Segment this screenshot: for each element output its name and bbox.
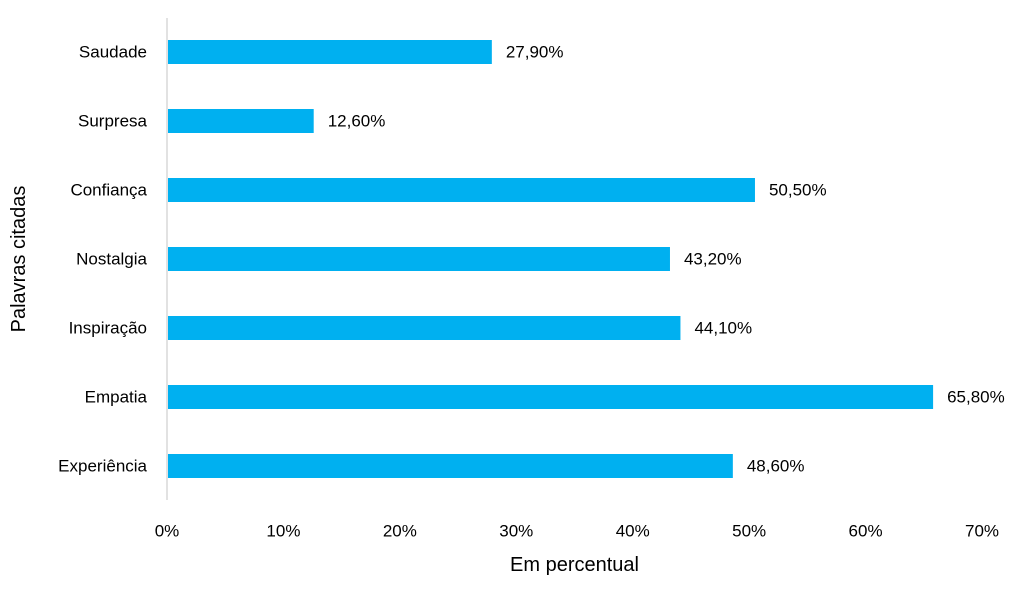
- y-axis-title: Palavras citadas: [8, 186, 30, 333]
- x-tick-label: 0%: [155, 522, 180, 541]
- data-label: 48,60%: [747, 457, 805, 476]
- category-label: Nostalgia: [76, 250, 147, 269]
- category-label: Empatia: [85, 388, 148, 407]
- category-label: Inspiração: [69, 319, 147, 338]
- bar: [168, 109, 314, 133]
- bar: [168, 178, 755, 202]
- x-tick-label: 20%: [383, 522, 417, 541]
- data-label: 44,10%: [694, 319, 752, 338]
- x-tick-label: 60%: [849, 522, 883, 541]
- x-tick-label: 70%: [965, 522, 999, 541]
- data-label: 50,50%: [769, 181, 827, 200]
- bar: [168, 454, 733, 478]
- category-labels-group: Saudade Surpresa Confiança Nostalgia Inspira…: [58, 43, 147, 476]
- data-label: 27,90%: [506, 43, 564, 62]
- bar: [168, 385, 934, 409]
- x-tick-label: 30%: [499, 522, 533, 541]
- bar: [168, 247, 670, 271]
- bar: [168, 40, 492, 64]
- category-label: Confiança: [70, 181, 147, 200]
- data-label: 12,60%: [328, 112, 386, 131]
- data-label: 43,20%: [684, 250, 742, 269]
- category-label: Saudade: [79, 43, 147, 62]
- x-axis-title: Em percentual: [510, 554, 639, 576]
- category-label: Surpresa: [78, 112, 148, 131]
- x-tick-label: 40%: [616, 522, 650, 541]
- x-tick-label: 10%: [266, 522, 300, 541]
- data-labels-group: 27,90% 12,60% 50,50% 43,20% 44,10% 65,80% 48,6…: [328, 43, 1005, 476]
- bars-group: [168, 40, 934, 478]
- x-tick-labels-group: 0% 10% 20% 30% 40% 50% 60% 70%: [155, 522, 999, 541]
- x-tick-label: 50%: [732, 522, 766, 541]
- bar: [168, 316, 681, 340]
- data-label: 65,80%: [947, 388, 1005, 407]
- category-label: Experiência: [58, 457, 147, 476]
